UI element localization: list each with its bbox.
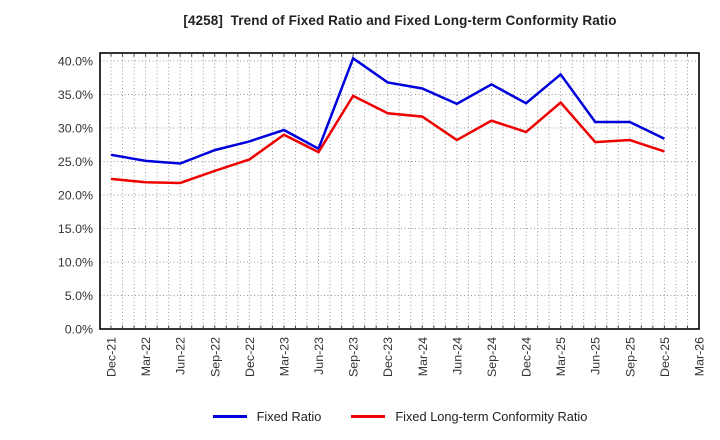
- x-tick-label: Dec-25: [658, 337, 672, 377]
- x-tick-label: Mar-23: [277, 337, 291, 376]
- fixed-long-term-conformity-ratio-legend-label: Fixed Long-term Conformity Ratio: [395, 408, 588, 424]
- x-tick-label: Mar-22: [139, 337, 153, 376]
- x-tick-label: Mar-24: [416, 337, 430, 376]
- y-tick-label: 35.0%: [58, 88, 93, 102]
- x-tick-label: Dec-21: [105, 337, 119, 377]
- x-tick-label: Sep-25: [623, 337, 637, 377]
- x-tick-label: Jun-24: [450, 337, 464, 375]
- y-tick-label: 25.0%: [58, 155, 93, 169]
- y-tick-label: 40.0%: [58, 54, 93, 68]
- legend-item-fixed-ratio: Fixed Ratio: [212, 408, 322, 424]
- x-tick-label: Jun-25: [589, 337, 603, 375]
- x-tick-label: Mar-25: [554, 337, 568, 376]
- legend-item-fixed-long-term-conformity-ratio: Fixed Long-term Conformity Ratio: [351, 409, 587, 424]
- fixed-ratio-line-sample: [212, 414, 247, 418]
- y-tick-label: 20.0%: [58, 188, 93, 202]
- fixed-ratio-legend-label: Fixed Ratio: [256, 408, 322, 424]
- y-tick-label: 0.0%: [65, 322, 93, 336]
- x-tick-label: Jun-23: [312, 337, 326, 375]
- x-tick-label: Sep-23: [347, 337, 361, 377]
- x-tick-label: Sep-22: [208, 337, 222, 377]
- x-tick-label: Dec-22: [243, 337, 257, 377]
- fixed-long-term-conformity-ratio-line-sample: [351, 414, 386, 418]
- x-tick-label: Mar-26: [693, 337, 707, 376]
- y-tick-label: 15.0%: [58, 222, 93, 236]
- x-tick-label: Dec-23: [381, 337, 395, 377]
- fixed-long-term-conformity-ratio-series-line: [110, 94, 665, 185]
- x-tick-label: Dec-24: [520, 337, 534, 377]
- chart-legend: Fixed Ratio Fixed Long-term Conformity R…: [100, 405, 700, 427]
- fixed-ratio-series-line: [110, 56, 665, 165]
- chart-title: [4258] Trend of Fixed Ratio and Fixed Lo…: [183, 13, 617, 28]
- x-tick-label: Sep-24: [485, 337, 499, 377]
- y-tick-label: 5.0%: [65, 289, 93, 303]
- y-tick-label: 10.0%: [58, 255, 93, 269]
- y-tick-label: 30.0%: [58, 121, 93, 135]
- x-tick-label: Jun-22: [174, 337, 188, 375]
